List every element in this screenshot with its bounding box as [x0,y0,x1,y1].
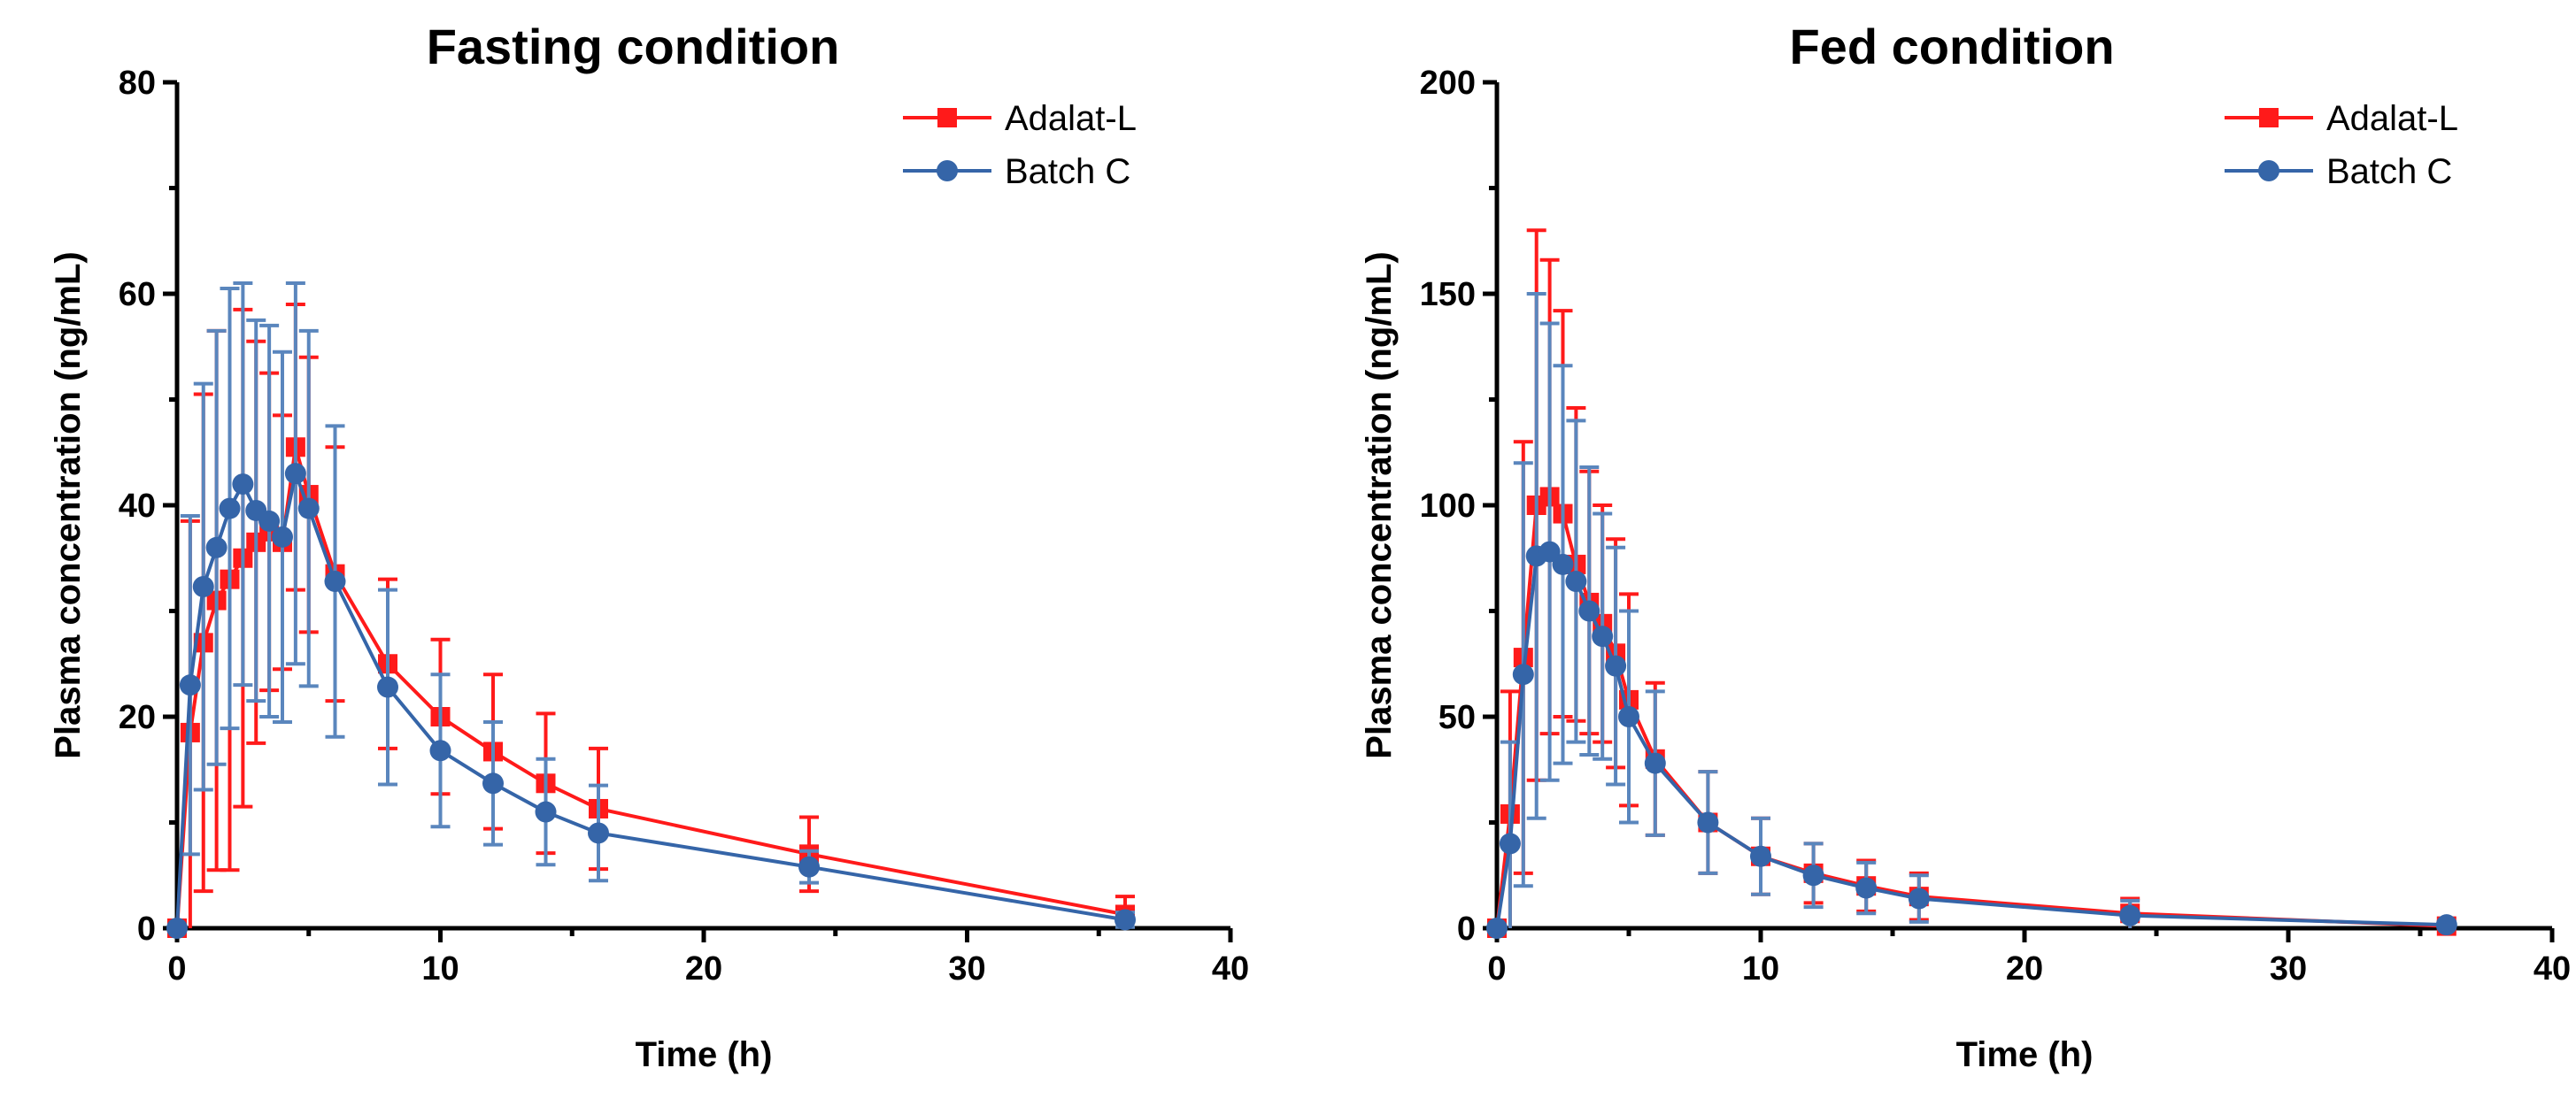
data-point [1578,600,1600,622]
y-tick-label: 60 [119,276,156,313]
x-axis-label: Time (h) [1956,1035,2094,1074]
y-tick-label: 200 [1420,65,1476,102]
data-point [1618,706,1639,727]
data-point [297,497,320,519]
data-point [1512,664,1534,686]
y-tick-label: 80 [119,65,156,102]
x-tick-label: 40 [2534,950,2571,988]
data-point [1908,888,1930,910]
data-point [1592,626,1614,648]
data-point [535,801,557,823]
x-tick-label: 0 [167,950,186,988]
legend-label: Adalat-L [1005,99,1137,138]
y-tick-label: 40 [119,488,156,525]
data-point [324,571,346,593]
legend-marker [937,160,958,181]
y-axis-label: Plasma concentration (ng/mL) [49,251,88,758]
x-tick-label: 0 [1487,950,1506,988]
x-axis-label: Time (h) [636,1035,773,1074]
legend-item-adalat-l: Adalat-L [903,99,1137,138]
legend-marker [937,108,957,127]
series-line [175,467,1126,929]
x-tick-label: 20 [685,950,722,988]
series-batch-c [166,281,1136,939]
legend-marker [2258,160,2279,181]
x-tick-label: 20 [2006,950,2043,988]
data-point [1750,845,1771,867]
series-line [1495,550,2447,929]
data-point [1644,752,1666,774]
data-point [2119,904,2141,926]
chart-title: Fasting condition [427,19,840,74]
chart-panel-2: Fed condition 0 10 20 30 40 0 50 100 150 200 Time (… [1360,19,2571,1074]
data-point [284,463,306,485]
series-adalat-l [1487,228,2456,938]
data-point [1697,811,1719,834]
legend-marker [2259,108,2279,127]
data-point [1114,909,1136,931]
y-tick-label: 50 [1438,699,1476,736]
x-tick-label: 10 [421,950,459,988]
y-axis-label: Plasma concentration (ng/mL) [1360,251,1399,758]
data-point [1499,833,1521,855]
x-tick-label: 10 [1742,950,1779,988]
data-point [1539,541,1561,563]
data-point [377,676,398,698]
y-tick-label: 0 [1457,911,1476,948]
data-point [482,772,504,795]
y-tick-label: 20 [119,699,156,736]
legend-label: Batch C [2326,152,2452,191]
data-point [2435,914,2457,936]
legend-label: Adalat-L [2326,99,2458,138]
chart-title: Fed condition [1789,19,2114,74]
data-point [588,822,609,844]
data-point [232,473,254,496]
data-point [429,740,451,762]
data-point [1855,877,1878,899]
data-point [1552,553,1574,575]
x-tick-label: 40 [1212,950,1249,988]
y-tick-label: 100 [1420,488,1476,525]
data-point [192,576,214,598]
data-point [1605,655,1627,677]
legend-item-batch-c: Batch C [903,152,1130,191]
series-batch-c [1486,292,2457,939]
data-point [219,497,241,519]
x-tick-label: 30 [948,950,985,988]
legend-item-adalat-l: Adalat-L [2225,99,2458,138]
data-point [798,856,820,878]
y-tick-label: 0 [137,911,156,948]
data-point [179,674,201,696]
x-tick-label: 30 [2270,950,2307,988]
legend-item-batch-c: Batch C [2225,152,2452,191]
chart-panel-1: Fasting condition 0 10 20 30 40 0 20 40 60 80 Time … [49,19,1249,1074]
series-line [175,446,1126,929]
series-line [1495,494,2447,929]
data-point [1802,865,1824,887]
data-point [1486,918,1508,939]
data-point [166,918,188,939]
legend-label: Batch C [1005,152,1130,191]
data-point [205,536,228,558]
y-tick-label: 150 [1420,276,1476,313]
data-point [258,510,281,532]
data-point [1565,571,1587,593]
data-point [272,526,293,548]
